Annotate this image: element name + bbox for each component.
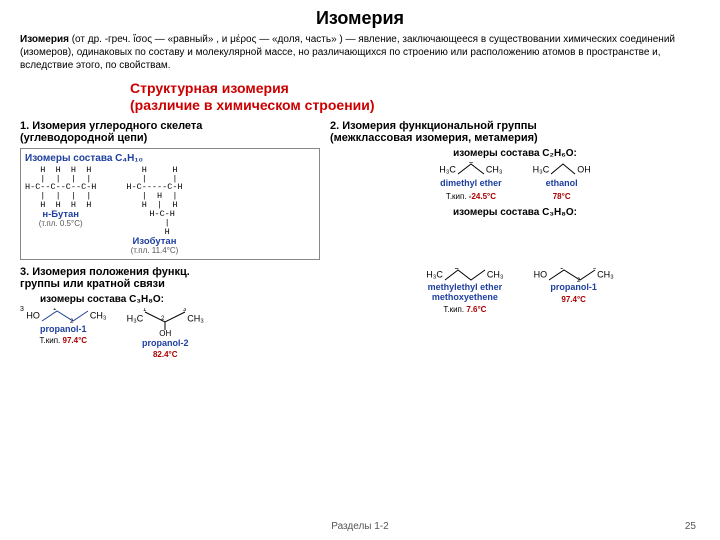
dimethyl-mol: H₃COCH₃ — [439, 162, 502, 178]
sec3-head-l1: 3. Изомерия положения функц. — [20, 266, 320, 278]
sec2-heading: 2. Изомерия функциональной группы (межкл… — [330, 120, 700, 144]
dimethyl-bp: Т.кип. -24.5°С — [439, 192, 502, 201]
subtitle: Структурная изомерия (различие в химичес… — [130, 80, 700, 114]
propanol2-mol: H₃C132CH₃ OH — [127, 308, 204, 338]
propanol2-name: propanol-2 — [127, 338, 204, 348]
methylethyl-name1: methylethyl ether — [426, 282, 503, 292]
methylethyl-bp-val: 7.6°С — [466, 305, 486, 314]
propanol-1-right: HO123CH₃ propanol-1 97.4°С — [534, 268, 614, 314]
methylethyl-name2: methoxyethene — [426, 292, 503, 302]
methylethyl-bp-label: Т.кип. — [443, 305, 466, 314]
section-1: 1. Изомерия углеродного скелета (углевод… — [20, 120, 320, 261]
c3h8o-right-row: H₃COCH₃ methylethyl ether methoxyethene … — [340, 268, 700, 314]
dimethyl-bp-val: -24.5°С — [469, 192, 496, 201]
c2h6o-row: H₃COCH₃ dimethyl ether Т.кип. -24.5°С H₃… — [330, 162, 700, 201]
c3h8o-label-2: изомеры состава С₃Н₈О: — [40, 294, 320, 305]
svg-text:O: O — [454, 268, 460, 271]
propanol1-mol: 3 HO12CH₃ — [20, 308, 107, 324]
intro-lead: Изомерия — [20, 34, 72, 45]
propanol1r-mol: HO123CH₃ — [534, 268, 614, 282]
c4h10-structs: H H H H | | | | H-C--C--C--C-H | | | | H… — [25, 166, 315, 256]
sec2-head-l2: (межклассовая изомерия, метамерия) — [330, 132, 700, 144]
propanol1-name: propanol-1 — [20, 324, 107, 334]
dimethyl-bp-label: Т.кип. — [446, 192, 469, 201]
c3h8o-label: изомеры состава С₃Н₈О: — [330, 207, 700, 218]
c2h6o-label: изомеры состава С₂Н₆О: — [330, 148, 700, 159]
isobutane-ascii: H H | | H-C-----C-H | H | H | H H-C-H | … — [126, 166, 182, 237]
ethanol-bp: 78°С — [533, 192, 591, 201]
sec1-heading: 1. Изомерия углеродного скелета (углевод… — [20, 120, 320, 144]
isobutane-bp: (т.пл. 11.4°С) — [126, 247, 182, 255]
svg-text:3: 3 — [593, 268, 597, 271]
svg-text:2: 2 — [161, 316, 165, 322]
propanol1r-bp: 97.4°С — [534, 295, 614, 304]
c3h8o-right: H₃COCH₃ methylethyl ether methoxyethene … — [340, 266, 700, 359]
sec2-head-l1: 2. Изомерия функциональной группы — [330, 120, 700, 132]
subtitle-line2: (различие в химическом строении) — [130, 97, 700, 114]
intro-body: (от др. -греч. ἴσος — «равный» , и μέρος… — [20, 34, 675, 71]
nbutane-struct: H H H H | | | | H-C--C--C--C-H | | | | H… — [25, 166, 96, 256]
subtitle-line1: Структурная изомерия — [130, 80, 700, 97]
propanol-1: 3 HO12CH₃ propanol-1 Т.кип. 97.4°С — [20, 308, 107, 359]
methylethyl-ether: H₃COCH₃ methylethyl ether methoxyethene … — [426, 268, 503, 314]
sec3-heading: 3. Изомерия положения функц. группы или … — [20, 266, 320, 290]
row-top: 1. Изомерия углеродного скелета (углевод… — [20, 120, 700, 261]
propanol-2: H₃C132CH₃ OH propanol-2 82.4°С — [127, 308, 204, 359]
nbutane-bp: (т.пл. 0.5°С) — [25, 220, 96, 228]
methylethyl-bp: Т.кип. 7.6°С — [426, 305, 503, 314]
isobutane-bp-val: (т.пл. 11.4°С) — [131, 246, 179, 255]
svg-text:2: 2 — [70, 319, 74, 324]
c3h8o-bottom-row: 3 HO12CH₃ propanol-1 Т.кип. 97.4°С H₃C13… — [20, 308, 320, 359]
propanol1r-name: propanol-1 — [534, 282, 614, 292]
ethanol-mol: H₃COH — [533, 162, 591, 178]
dimethyl-ether: H₃COCH₃ dimethyl ether Т.кип. -24.5°С — [439, 162, 502, 201]
section-2: 2. Изомерия функциональной группы (межкл… — [330, 120, 700, 261]
sec1-head-l2: (углеводородной цепи) — [20, 132, 320, 144]
svg-text:O: O — [468, 162, 474, 165]
sec1-head-l1: 1. Изомерия углеродного скелета — [20, 120, 320, 132]
sec3-head-l2: группы или кратной связи — [20, 278, 320, 290]
c4h10-box: Изомеры состава С₄Н₁₀ H H H H | | | | H-… — [20, 148, 320, 261]
ethanol-name: ethanol — [533, 178, 591, 188]
nbutane-ascii: H H H H | | | | H-C--C--C--C-H | | | | H… — [25, 166, 96, 211]
svg-text:3: 3 — [183, 308, 187, 313]
footer-page-number: 25 — [685, 521, 696, 532]
propanol1-bp-label: Т.кип. — [40, 336, 63, 345]
section-3: 3. Изомерия положения функц. группы или … — [20, 266, 320, 359]
nbutane-bp-val: (т.пл. 0.5°С) — [39, 219, 83, 228]
c4h10-box-label: Изомеры состава С₄Н₁₀ — [25, 153, 315, 164]
propanol1-bp: Т.кип. 97.4°С — [20, 336, 107, 345]
page-title: Изомерия — [20, 8, 700, 29]
dimethyl-name: dimethyl ether — [439, 178, 502, 188]
ethanol: H₃COH ethanol 78°С — [533, 162, 591, 201]
propanol1-bp-val: 97.4°С — [63, 336, 88, 345]
row-bottom: 3. Изомерия положения функц. группы или … — [20, 266, 700, 359]
intro-paragraph: Изомерия (от др. -греч. ἴσος — «равный» … — [20, 33, 700, 72]
isobutane-struct: H H | | H-C-----C-H | H | H | H H-C-H | … — [126, 166, 182, 256]
methylethyl-mol: H₃COCH₃ — [426, 268, 503, 282]
footer-center: Разделы 1-2 — [331, 521, 388, 532]
propanol2-bp: 82.4°С — [127, 350, 204, 359]
